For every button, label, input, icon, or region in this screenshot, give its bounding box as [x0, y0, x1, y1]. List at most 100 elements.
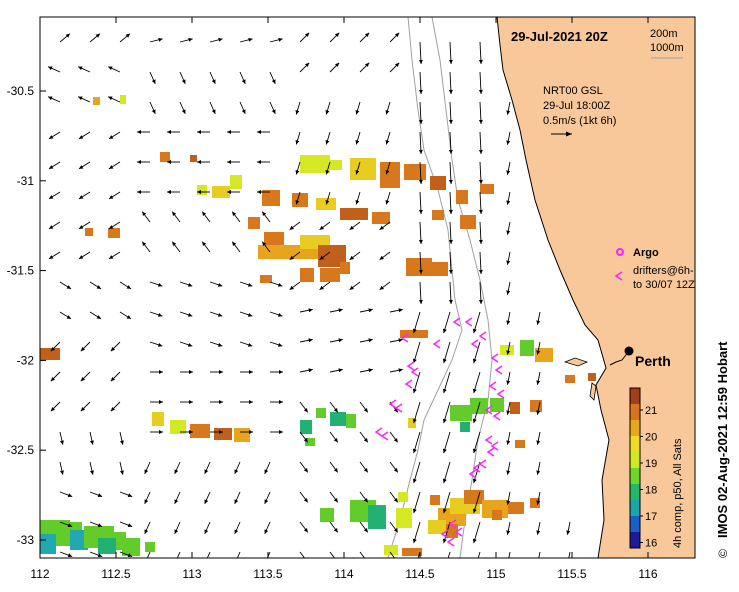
- current-vector-head: [506, 500, 511, 505]
- current-vector-head: [232, 211, 237, 216]
- colorbar-segment: [630, 404, 640, 421]
- depth-legend-200m: 200m: [650, 28, 678, 40]
- current-vector-head: [412, 478, 417, 484]
- current-vector-head: [478, 59, 483, 64]
- sst-patch: [430, 495, 440, 505]
- current-vector-head: [418, 149, 423, 154]
- current-vector-head: [137, 190, 141, 194]
- current-vector-head: [448, 239, 453, 244]
- current-vector-head: [197, 130, 201, 134]
- colorbar-segment: [630, 500, 640, 517]
- current-vector-head: [279, 430, 283, 434]
- current-vector-head: [394, 32, 400, 38]
- current-vector-head: [277, 312, 283, 317]
- current-vector-head: [448, 149, 453, 154]
- x-tick-label: 113: [182, 567, 201, 581]
- current-vector-head: [167, 130, 171, 134]
- current-vector-head: [66, 285, 72, 289]
- current-vector-head: [144, 469, 149, 474]
- current-vector-head: [418, 209, 423, 214]
- current-vector-head: [368, 368, 373, 373]
- current-vector-head: [308, 368, 313, 373]
- current-vector-head: [97, 553, 103, 558]
- current-vector-head: [50, 376, 56, 382]
- current-vector-head: [204, 469, 209, 474]
- drifter-tracks: [374, 317, 505, 547]
- current-vector-head: [506, 110, 511, 115]
- colorbar: 21 20 19 18 17 16: [629, 387, 657, 550]
- current-vector-head: [363, 408, 368, 413]
- colorbar-segment: [630, 516, 640, 533]
- current-vector-head: [157, 282, 163, 287]
- current-vector-head: [303, 498, 308, 503]
- current-vector-head: [472, 448, 477, 454]
- sst-patch: [406, 258, 432, 276]
- current-vector-head: [219, 370, 223, 374]
- sst-patch: [300, 155, 330, 173]
- current-vector-head: [295, 110, 300, 115]
- drifter-legend-icon: [614, 271, 623, 281]
- sst-patch: [535, 348, 553, 362]
- current-vector-head: [478, 239, 483, 244]
- argo-icon: [616, 248, 624, 256]
- garden-island: [589, 382, 597, 401]
- y-tick-label: -31: [17, 174, 35, 188]
- current-vector-head: [448, 209, 453, 214]
- current-vector-head: [364, 32, 370, 38]
- current-vector-head: [277, 342, 283, 347]
- sst-patch: [70, 530, 88, 550]
- current-vector-head: [97, 493, 103, 498]
- current-vector-head: [264, 529, 269, 534]
- current-vector-head: [418, 299, 423, 304]
- current-vector-head: [78, 195, 84, 199]
- drifter-marker: [432, 339, 441, 349]
- copyright-symbol: ©: [716, 549, 730, 558]
- sst-patch: [508, 502, 524, 514]
- sst-patch: [320, 268, 340, 282]
- current-vector-head: [48, 165, 54, 169]
- sst-patches: [40, 95, 596, 556]
- current-vector-head: [227, 130, 231, 134]
- current-legend-scale: 0.5m/s (1kt 6h): [543, 115, 616, 127]
- sst-patch: [460, 422, 470, 432]
- current-vector-head: [472, 538, 477, 544]
- current-vector-head: [48, 135, 54, 139]
- current-vector-head: [90, 470, 94, 475]
- current-vector-head: [257, 130, 261, 134]
- colorbar-segment: [630, 484, 640, 501]
- current-vector-head: [385, 110, 390, 115]
- current-vector-head: [333, 468, 338, 473]
- colorbar-tick-label: 17: [645, 511, 657, 523]
- current-vector-head: [355, 110, 360, 115]
- current-vector-head: [96, 285, 102, 289]
- current-vector-head: [202, 241, 207, 246]
- sst-patch: [190, 155, 197, 162]
- current-vector-head: [127, 493, 133, 498]
- drifter-marker: [400, 333, 409, 343]
- drifter-marker: [388, 399, 397, 409]
- map-title: 29-Jul-2021 20Z: [511, 29, 608, 44]
- sst-patch: [300, 420, 312, 434]
- current-vector-head: [412, 388, 417, 394]
- current-vector-head: [120, 470, 124, 475]
- drifter-marker: [464, 317, 473, 327]
- sst-patch: [108, 228, 120, 238]
- current-vector-head: [80, 346, 86, 352]
- current-vector-head: [289, 285, 294, 290]
- x-tick-label: 115: [486, 567, 505, 581]
- current-vector-head: [418, 89, 423, 94]
- drifter-marker: [484, 405, 493, 415]
- current-vector-head: [90, 440, 94, 445]
- current-vector-head: [159, 430, 163, 434]
- sst-patch: [230, 175, 242, 189]
- current-vector-head: [506, 260, 511, 265]
- current-vector-head: [506, 200, 511, 205]
- current-vector-head: [368, 308, 373, 313]
- current-vector-head: [442, 388, 447, 394]
- current-vector-head: [566, 530, 571, 535]
- current-vector-head: [48, 225, 54, 229]
- sst-patch: [316, 408, 326, 418]
- sst-patch: [565, 375, 575, 383]
- current-vector-head: [60, 470, 64, 475]
- sst-patch: [380, 162, 400, 188]
